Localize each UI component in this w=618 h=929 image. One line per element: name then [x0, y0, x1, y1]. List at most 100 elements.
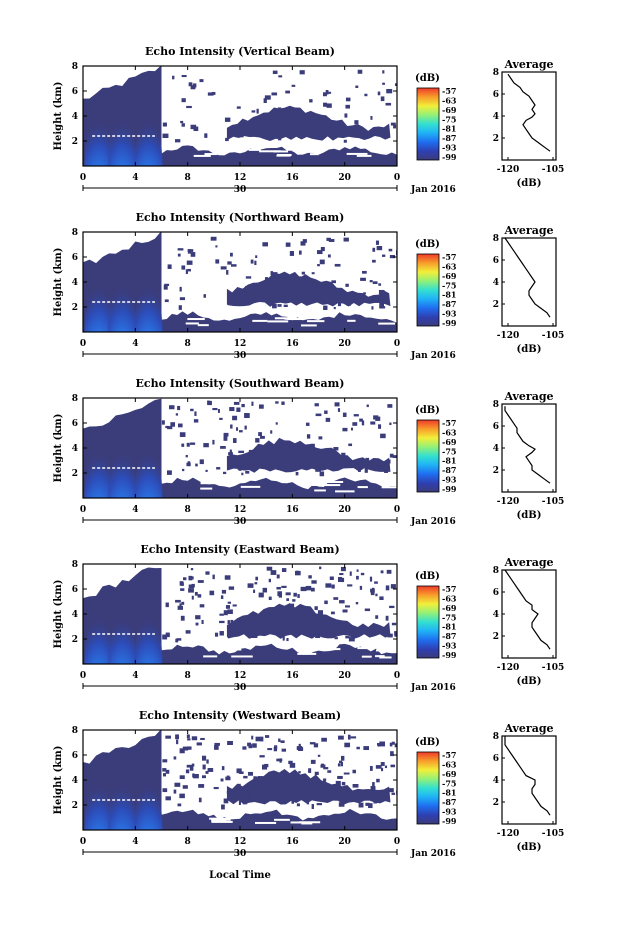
echo-cell [231, 264, 237, 267]
echo-cell [289, 461, 294, 465]
echo-cell [310, 620, 316, 625]
echo-cell [205, 571, 210, 575]
echo-cell [290, 615, 293, 620]
echo-cell [352, 783, 359, 788]
echo-cell [214, 632, 219, 637]
echo-cell [245, 470, 250, 474]
echo-cell [348, 443, 353, 447]
echo-cell [301, 271, 305, 275]
echo-gap [290, 821, 303, 824]
echo-cell [308, 117, 311, 122]
echo-cell [244, 464, 248, 468]
echo-cell [350, 427, 354, 431]
echo-cell [244, 413, 250, 419]
colorbar-tick-label: -93 [442, 475, 457, 485]
echo-cell [272, 798, 278, 801]
echo-cell [220, 446, 226, 449]
x-tick-label: 4 [132, 173, 138, 183]
echo-cell [174, 782, 181, 787]
echo-cell [280, 740, 285, 743]
echo-cell [227, 620, 230, 625]
echo-cell [282, 635, 285, 641]
echo-gap [292, 149, 311, 152]
average-y-tick-label: 8 [493, 234, 499, 244]
echo-cell [342, 609, 348, 613]
echo-cell [340, 761, 343, 767]
echo-cell [337, 577, 343, 582]
echo-cell [309, 99, 313, 103]
echo-cell [311, 587, 315, 592]
colorbar-tick-label: -57 [442, 418, 456, 428]
echo-cell [310, 443, 315, 447]
echo-gap [267, 320, 289, 323]
echo-cell [177, 803, 182, 807]
echo-cell [385, 585, 390, 591]
echo-cell [162, 634, 168, 640]
echo-cell [389, 453, 394, 458]
echo-cell [275, 459, 280, 464]
echo-cell [382, 70, 385, 74]
echo-cell [165, 602, 169, 608]
x-tick-label: 4 [132, 339, 138, 349]
average-y-tick-label: 6 [493, 754, 499, 764]
echo-cell [215, 245, 218, 248]
panel-3: Echo Intensity (Southward Beam) 2 4 6 8 Heigh… [53, 377, 564, 527]
echo-cell [236, 407, 241, 412]
echo-cell [179, 775, 185, 780]
echo-cell [291, 84, 296, 87]
echo-cell [273, 613, 279, 616]
echo-cell [207, 92, 214, 96]
echo-cell [390, 584, 396, 589]
echo-cell [384, 470, 389, 473]
echo-cell [318, 456, 325, 461]
echo-cell [275, 422, 278, 425]
echo-cell [372, 782, 375, 787]
echo-gap [274, 317, 293, 320]
echo-cell [379, 741, 386, 747]
colorbar-tick-label: -63 [442, 95, 457, 105]
echo-cell [381, 254, 386, 257]
x-tick-label: 0 [80, 671, 86, 681]
echo-cell [180, 615, 185, 621]
colorbar-tick-label: -99 [442, 484, 457, 494]
x-tick-label: 8 [185, 173, 191, 183]
average-x-axis-label: (dB) [517, 510, 542, 521]
echo-cell [373, 800, 377, 804]
echo-cell [228, 452, 233, 456]
echo-cell [385, 102, 392, 106]
echo-cell [308, 575, 312, 579]
echo-cell [169, 405, 175, 410]
echo-cell [190, 408, 194, 412]
echo-cell [230, 424, 233, 429]
echo-cell [286, 443, 291, 447]
colorbar-tick-label: -69 [442, 603, 457, 613]
echo-cell [197, 594, 202, 598]
echo-cell [380, 570, 384, 574]
echo-cell [205, 770, 209, 774]
y-tick-label: 2 [72, 469, 78, 479]
echo-gap [357, 486, 368, 489]
echo-cell [276, 574, 280, 579]
echo-cell [317, 754, 321, 757]
echo-cell [190, 124, 197, 130]
echo-cell [372, 298, 377, 303]
echo-cell [348, 637, 355, 642]
echo-cell [227, 261, 232, 265]
echo-cell [270, 570, 277, 575]
echo-cell [311, 580, 317, 584]
echo-cell [285, 90, 291, 94]
echo-cell [191, 763, 195, 767]
echo-cell [314, 771, 319, 775]
echo-cell [341, 452, 346, 458]
echo-cell [220, 266, 227, 270]
echo-cell [277, 136, 282, 141]
echo-cell [270, 279, 275, 284]
average-title: Average [503, 224, 553, 237]
echo-cell [394, 743, 397, 748]
echo-gap [346, 152, 368, 155]
colorbar-tick-label: -93 [442, 309, 457, 319]
echo-cell [335, 780, 341, 786]
y-tick-label: 2 [72, 303, 78, 313]
echo-cell [251, 401, 254, 406]
echo-cell [320, 764, 326, 768]
